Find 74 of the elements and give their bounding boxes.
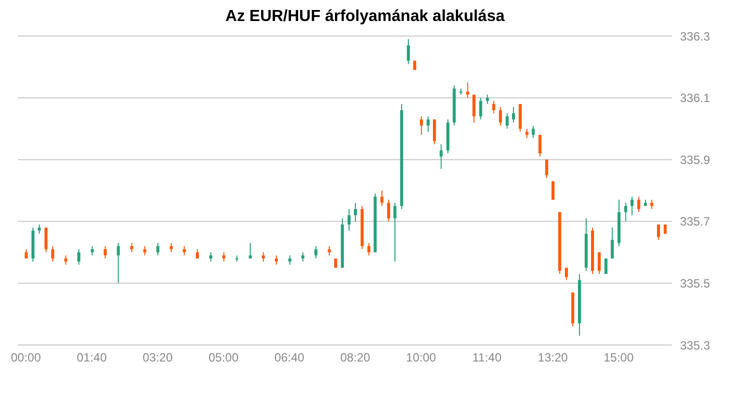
candlestick: [77, 248, 80, 266]
candlestick: [630, 196, 634, 216]
candlestick: [156, 242, 160, 256]
x-tick-label: 15:00: [604, 350, 634, 365]
candlestick: [222, 252, 226, 262]
candlestick: [328, 246, 331, 256]
y-tick-label: 336.1: [680, 91, 710, 106]
chart-title: Az EUR/HUF árfolyamának alakulása: [224, 8, 506, 27]
candlestick: [413, 60, 416, 70]
candlestick: [51, 246, 54, 262]
candlestick: [262, 252, 265, 262]
candlestick: [380, 190, 384, 206]
candlestick: [545, 159, 548, 179]
candlestick: [288, 254, 292, 266]
x-tick-label: 06:40: [274, 350, 305, 365]
candlestick: [564, 267, 568, 281]
candlestick: [393, 202, 396, 262]
x-tick-label: 11:40: [472, 350, 502, 365]
candlestick: [440, 144, 443, 170]
candlestick: [170, 242, 173, 253]
y-tick-label: 336.3: [680, 29, 710, 44]
x-tick-label: 01:40: [76, 350, 108, 365]
y-tick-label: 335.9: [680, 152, 710, 167]
candlestick: [90, 246, 94, 256]
candlestick: [426, 116, 430, 132]
candlestick: [209, 252, 212, 262]
candlestick: [248, 242, 252, 259]
candlestick: [604, 258, 608, 274]
x-tick-label: 03:20: [142, 350, 173, 365]
candlestick: [506, 112, 509, 130]
candlestick: [610, 227, 614, 259]
candlestick: [64, 254, 68, 266]
candlestick: [492, 100, 496, 114]
candlestick: [354, 202, 357, 222]
candlestick: [624, 202, 628, 222]
x-tick-label: 05:00: [208, 350, 239, 365]
y-tick-label: 335.3: [680, 338, 710, 352]
candlestick: [38, 224, 41, 234]
candlestick: [538, 134, 542, 158]
candlestick: [598, 252, 601, 274]
candlestick: [486, 94, 489, 104]
candlestick: [143, 246, 146, 256]
candlestick: [116, 242, 120, 284]
candlestick: [314, 246, 318, 259]
candlestick: [466, 82, 470, 98]
candlestick: [182, 246, 186, 256]
candlestick: [301, 252, 304, 262]
candlestick: [274, 254, 278, 266]
candlestick: [512, 106, 515, 124]
y-tick-label: 335.7: [680, 214, 710, 229]
x-tick-label: 10:00: [406, 350, 436, 365]
candlestick: [367, 242, 370, 256]
candlestick: [130, 242, 134, 253]
x-tick-label: 13:20: [538, 350, 568, 365]
candlestick: [44, 227, 48, 253]
candlestick: [532, 125, 535, 138]
candlestick: [479, 97, 482, 120]
candlestick: [525, 128, 528, 138]
candlestick: [104, 246, 107, 259]
candlestick: [657, 224, 660, 240]
candlestick: [650, 199, 654, 210]
candlestick: [387, 199, 390, 222]
candlestick: [637, 196, 640, 213]
y-tick-label: 335.5: [680, 276, 710, 290]
candlestick: [498, 106, 502, 126]
x-tick-label: 08:20: [340, 350, 371, 365]
candlestick: [24, 248, 28, 259]
candlestick: [348, 208, 351, 232]
candlestick: [196, 248, 199, 259]
candlestick: [432, 118, 436, 145]
candlestick: [420, 116, 423, 136]
x-tick-label: 00:00: [10, 350, 42, 365]
candlestick: [406, 38, 410, 64]
candlestick: [472, 94, 476, 124]
